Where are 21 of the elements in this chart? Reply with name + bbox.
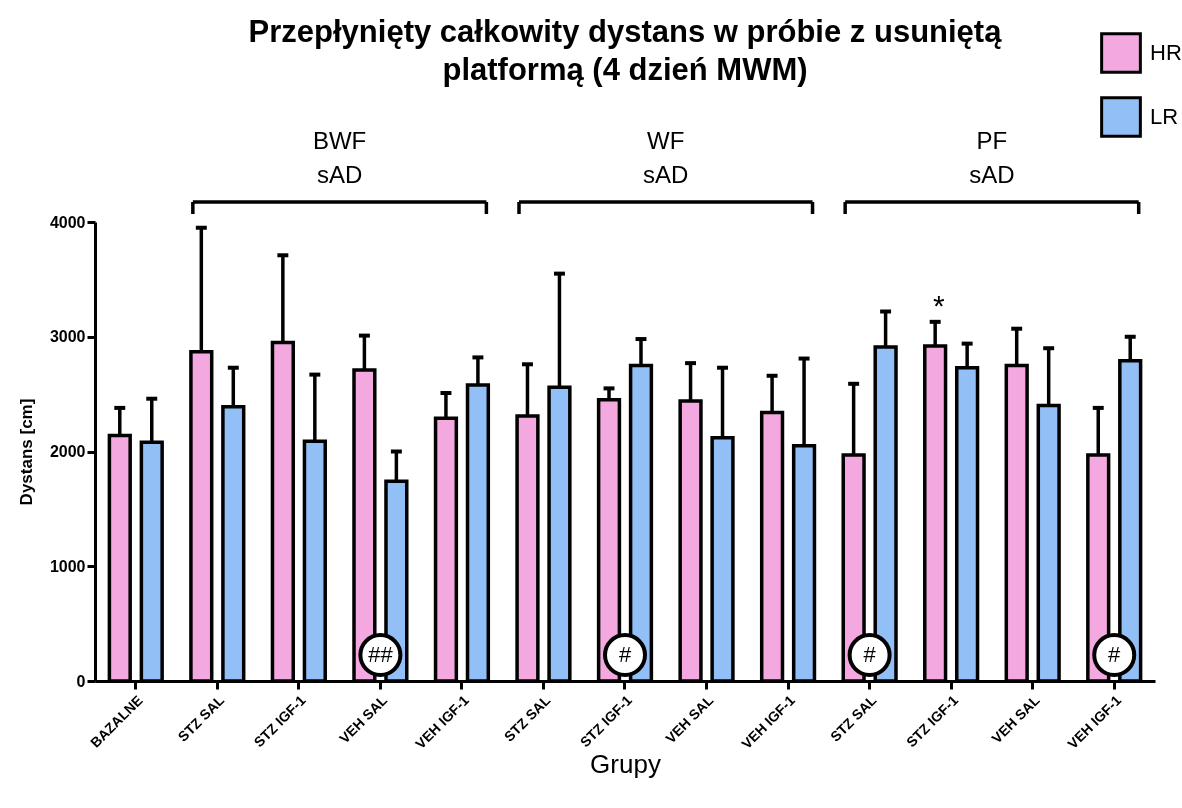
annotation: ## — [368, 642, 394, 667]
legend-label: HR — [1150, 40, 1182, 65]
annotation: # — [618, 642, 632, 667]
y-tick-label: 0 — [76, 672, 86, 690]
text: BWF sAD — [312, 127, 367, 188]
x-tick-label: STZ SAL — [500, 691, 554, 745]
y-tick-label: 1000 — [49, 557, 86, 575]
annotation: # — [863, 642, 877, 667]
y-tick-label: 4000 — [49, 213, 86, 231]
legend-label: LR — [1150, 104, 1179, 129]
y-axis-title: Dystans [cm] — [16, 398, 36, 506]
y-tick-label: 3000 — [49, 328, 86, 346]
y-tick-label: 2000 — [49, 443, 86, 460]
text: WF sAD — [643, 127, 689, 188]
annotation: # — [1108, 642, 1122, 667]
text: PF sAD — [969, 127, 1015, 188]
chart-title: Przepłynięty całkowity dystans w próbie z usuniętą platformą (4 dzień MWM) — [248, 14, 1003, 87]
x-tick-label: STZ SAL — [174, 691, 228, 745]
x-axis-title: Grupy — [590, 748, 661, 779]
annotation: * — [933, 288, 946, 322]
x-tick-label: STZ SAL — [826, 691, 880, 745]
